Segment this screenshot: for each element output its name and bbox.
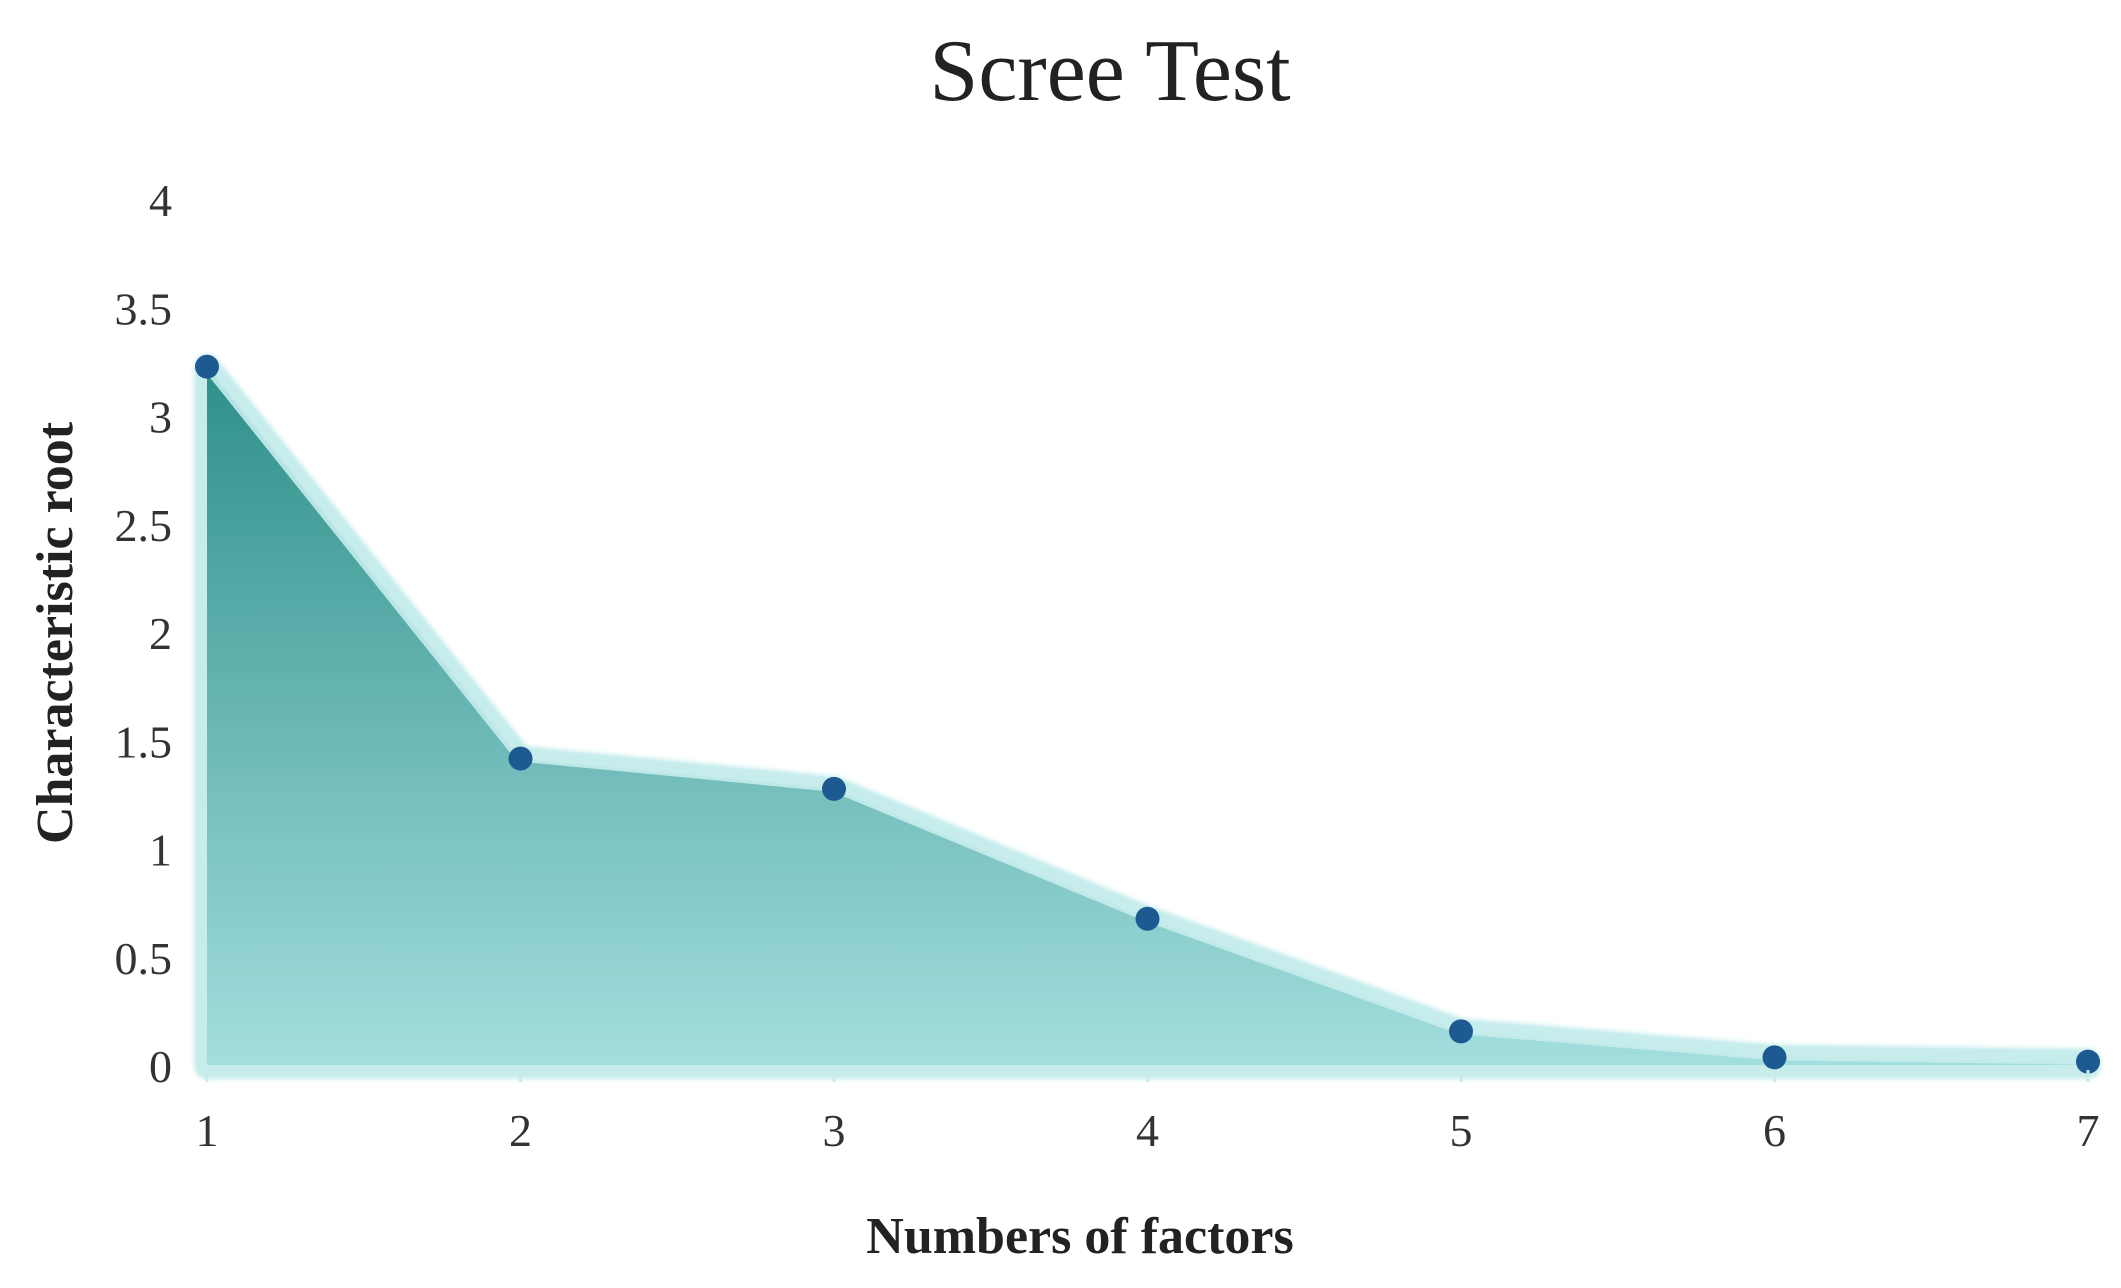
data-point-7 [2076,1049,2100,1074]
x-tick-label: 1 [196,1105,219,1156]
data-point-5 [1449,1019,1473,1044]
x-tick-label: 3 [823,1105,846,1156]
x-tick-label: 5 [1450,1105,1473,1156]
y-tick-label: 1.5 [115,716,173,767]
data-point-4 [1135,906,1160,931]
data-point-2 [508,746,533,771]
y-axis-ticks: 0 0.5 1 1.5 2 2.5 3 3.5 4 [115,175,173,1092]
y-tick-label: 2 [149,608,172,659]
data-point-1 [195,354,219,379]
y-tick-label: 0.5 [115,933,173,984]
data-point-3 [822,776,846,801]
y-tick-label: 4 [149,175,172,226]
chart-title: Scree Test [929,23,1290,120]
y-tick-label: 2.5 [115,500,173,551]
x-axis-ticks: 1 2 3 4 5 6 7 [196,1070,2100,1156]
x-tick-label: 4 [1136,1105,1159,1156]
y-tick-label: 0 [149,1041,172,1092]
plot-area [194,353,2101,1079]
y-tick-label: 3.5 [115,283,173,334]
x-tick-label: 7 [2077,1105,2100,1156]
area-fill [207,366,2088,1067]
y-tick-label: 3 [149,392,172,443]
data-point-6 [1762,1045,1787,1070]
y-axis-label: Characteristic root [27,421,84,844]
y-tick-label: 1 [149,825,172,876]
x-axis-label: Numbers of factors [866,1208,1293,1265]
x-tick-label: 6 [1763,1105,1786,1156]
x-tick-label: 2 [509,1105,532,1156]
